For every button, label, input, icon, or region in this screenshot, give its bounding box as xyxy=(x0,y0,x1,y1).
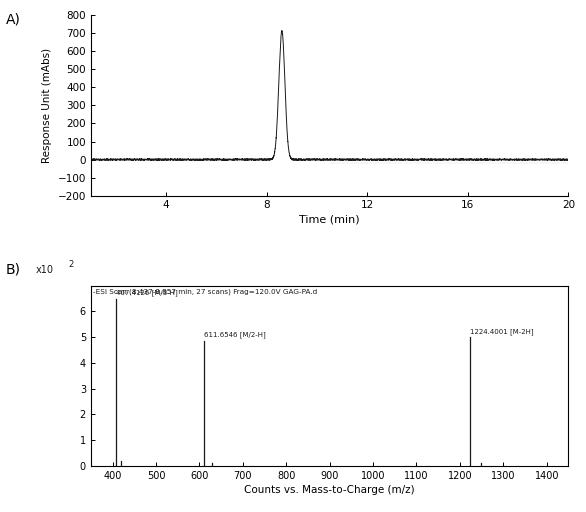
Text: A): A) xyxy=(6,13,21,27)
X-axis label: Time (min): Time (min) xyxy=(299,215,360,225)
Text: 407.4126 [M/3-H]: 407.4126 [M/3-H] xyxy=(116,289,178,296)
Text: 611.6546 [M/2-H]: 611.6546 [M/2-H] xyxy=(205,332,266,338)
Text: 1224.4001 [M-2H]: 1224.4001 [M-2H] xyxy=(471,328,534,335)
Text: -ESI Scan (8.437-8.857 min, 27 scans) Frag=120.0V GAG-PA.d: -ESI Scan (8.437-8.857 min, 27 scans) Fr… xyxy=(93,288,318,295)
Text: x10: x10 xyxy=(36,265,54,275)
Text: B): B) xyxy=(6,262,21,276)
X-axis label: Counts vs. Mass-to-Charge (m/z): Counts vs. Mass-to-Charge (m/z) xyxy=(244,485,415,495)
Text: 2: 2 xyxy=(68,261,73,269)
Y-axis label: Response Unit (mAbs): Response Unit (mAbs) xyxy=(42,48,52,163)
